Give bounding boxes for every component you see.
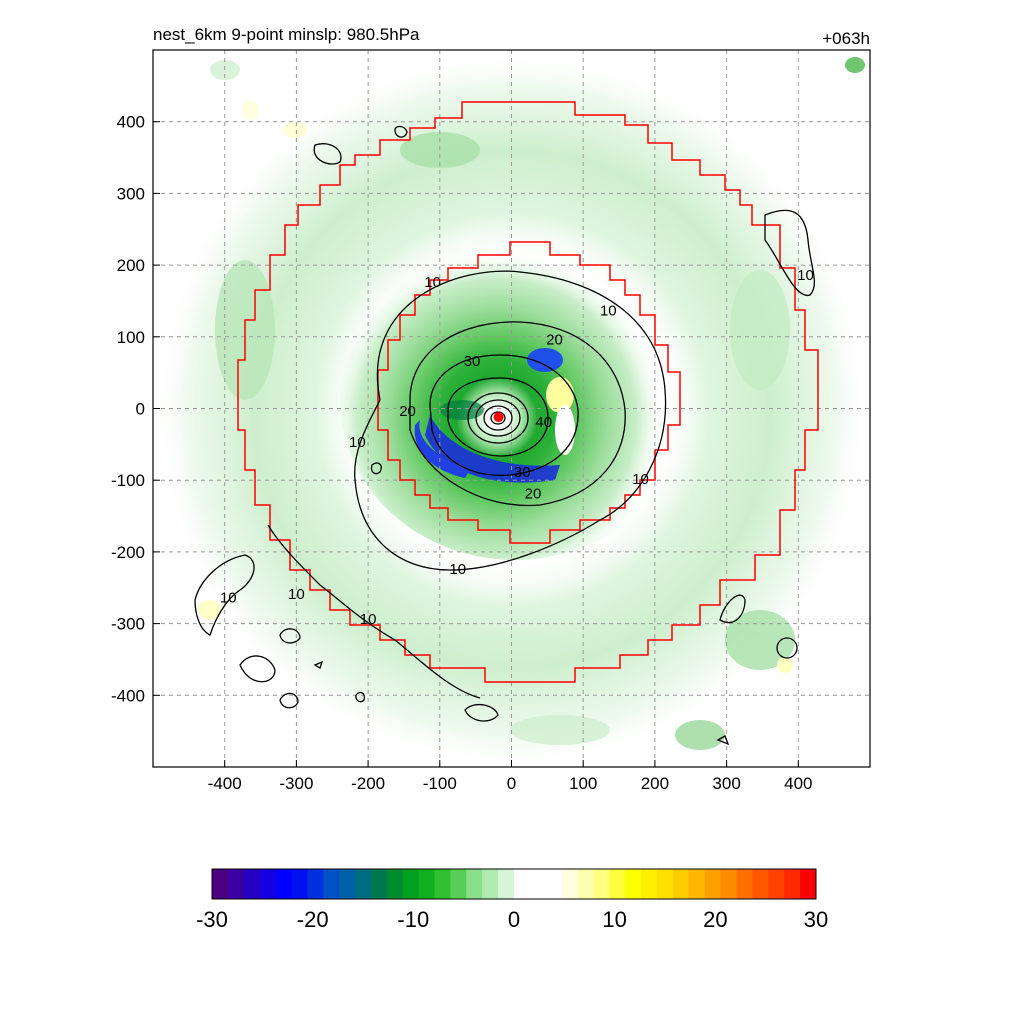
colorbar-swatch (259, 869, 277, 899)
contour-label: 20 (525, 486, 542, 503)
contour-label: 20 (546, 331, 563, 348)
y-tick-label: -400 (111, 686, 145, 705)
colorbar-swatch (307, 869, 324, 899)
chart-title: nest_6km 9-point minslp: 980.5hPa (153, 25, 420, 44)
colorbar-tick-labels: -30 -20 -10 0 10 20 30 (196, 907, 828, 932)
colorbar-swatch (688, 869, 706, 899)
contour-label: 40 (535, 414, 552, 431)
colorbar-swatch (212, 869, 229, 899)
inner-core-shading (340, 240, 690, 560)
colorbar-swatch (672, 869, 690, 899)
colorbar-swatch (323, 869, 340, 899)
colorbar-swatch (514, 869, 531, 899)
colorbar-tick-label: -20 (297, 907, 329, 932)
colorbar-swatch (784, 869, 801, 899)
colorbar-swatch (593, 869, 610, 899)
colorbar-tick-label: 30 (804, 907, 828, 932)
colorbar-tick-label: 20 (703, 907, 727, 932)
colorbar-swatch (243, 869, 261, 899)
outer-nest-boundary (237, 101, 819, 683)
inner-nest-boundary (377, 241, 681, 544)
x-tick-label: -100 (423, 774, 457, 793)
colorbar-swatch (545, 869, 563, 899)
colorbar-swatch (641, 869, 658, 899)
colorbar-swatch (418, 869, 436, 899)
contour-label: 10 (797, 267, 814, 284)
contour-label: 10 (424, 274, 441, 291)
wind-contours (194, 125, 815, 746)
colorbar-swatch (291, 869, 308, 899)
colorbar-tick-label: -10 (397, 907, 429, 932)
colorbar-tick-label: 0 (508, 907, 520, 932)
colorbar-swatch (386, 869, 404, 899)
colorbar-swatch (498, 869, 515, 899)
storm-center-marker (493, 412, 504, 423)
y-tick-label: 300 (117, 184, 145, 203)
colorbar-tick-label: 10 (602, 907, 626, 932)
y-tick-label: 0 (136, 400, 145, 419)
y-tick-label: 400 (117, 113, 145, 132)
colorbar-swatch (625, 869, 642, 899)
colorbar (211, 868, 817, 900)
colorbar-swatch (275, 869, 292, 899)
colorbar-swatch (227, 869, 245, 899)
colorbar-swatch (450, 869, 467, 899)
forecast-hour-label: +063h (822, 29, 870, 48)
x-tick-label: 400 (784, 774, 812, 793)
colorbar-frame (211, 868, 817, 900)
shaded-field (153, 50, 870, 767)
colorbar-swatch (466, 869, 483, 899)
y-tick-label: -300 (111, 615, 145, 634)
colorbar-swatch (529, 869, 547, 899)
contour-labels: 10 10 10 10 10 10 10 10 10 20 20 20 30 30 40 (220, 267, 814, 628)
colorbar-swatch (752, 869, 769, 899)
contour-label: 10 (600, 303, 617, 320)
contour-label: 10 (349, 434, 366, 451)
colorbar-swatch (800, 869, 817, 899)
contour-label: 20 (399, 403, 416, 420)
colorbar-swatch (609, 869, 626, 899)
contour-label: 10 (632, 471, 649, 488)
contour-label: 10 (288, 586, 305, 603)
y-tick-label: 100 (117, 328, 145, 347)
colorbar-swatch (370, 869, 388, 899)
colorbar-swatch (704, 869, 722, 899)
y-axis: 400 300 200 100 0 -100 -200 -300 -400 (111, 113, 160, 705)
y-tick-label: -200 (111, 543, 145, 562)
x-tick-label: -400 (208, 774, 242, 793)
colorbar-swatch (657, 869, 674, 899)
x-tick-label: 200 (641, 774, 669, 793)
colorbar-tick-label: -30 (196, 907, 228, 932)
y-tick-label: -100 (111, 471, 145, 490)
contour-label: 10 (220, 590, 237, 607)
colorbar-swatch (402, 869, 420, 899)
colorbar-swatch (561, 869, 579, 899)
contour-label: 10 (360, 611, 377, 628)
contour-label: 30 (514, 464, 531, 481)
x-tick-label: -200 (351, 774, 385, 793)
colorbar-swatch (482, 869, 499, 899)
colorbar-swatch (768, 869, 785, 899)
x-tick-label: 300 (712, 774, 740, 793)
x-tick-label: 0 (507, 774, 516, 793)
x-tick-label: 100 (569, 774, 597, 793)
contour-label: 30 (464, 353, 481, 370)
colorbar-swatch (577, 869, 594, 899)
colorbar-swatch (434, 869, 451, 899)
contour-label: 10 (449, 561, 466, 578)
colorbar-swatch (736, 869, 753, 899)
colorbar-swatch (339, 869, 356, 899)
y-tick-label: 200 (117, 256, 145, 275)
colorbar-swatch (355, 869, 372, 899)
colorbar-swatch (720, 869, 738, 899)
x-axis: -400 -300 -200 -100 0 100 200 300 400 (208, 760, 812, 793)
x-tick-label: -300 (279, 774, 313, 793)
